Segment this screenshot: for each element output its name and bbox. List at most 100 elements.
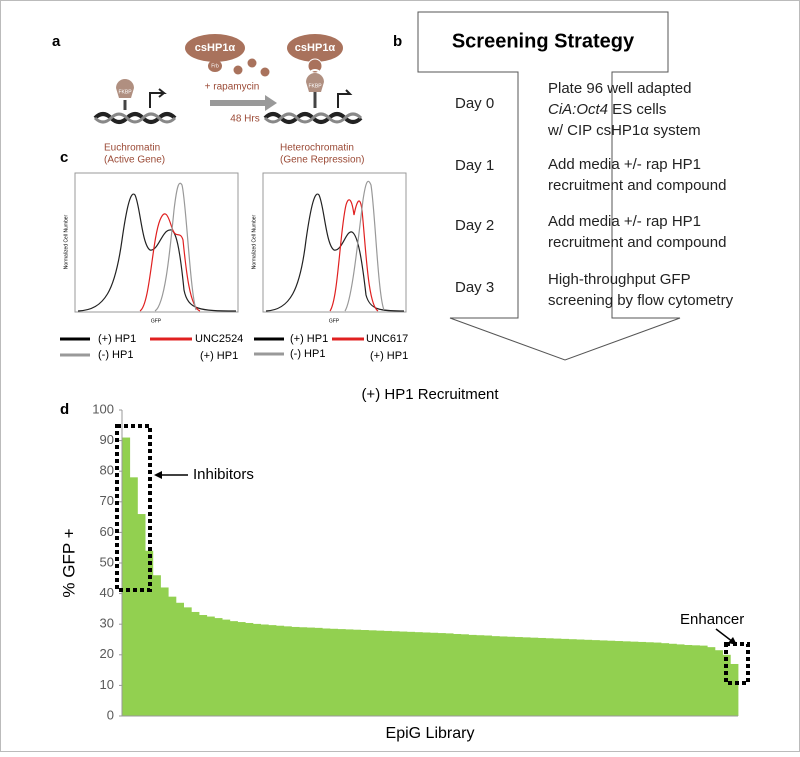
annotation: Enhancer [680,611,744,628]
frb [208,60,222,72]
bar [499,636,508,716]
step-text: w/ CIP csHP1α system [547,122,701,139]
panel-c: c Normalized Cell Number GFP Normalized … [60,149,408,362]
rapamycin [260,67,270,77]
x-axis-title: EpiG Library [386,725,475,742]
panel-label: d [60,401,69,418]
y-tick-label: 60 [100,524,114,539]
legend-label: (+) HP1 [370,350,408,362]
bar [260,624,269,716]
fkbp-shape [306,73,324,92]
legend-label: (-) HP1 [290,348,325,360]
legend-label: (+) HP1 [200,350,238,362]
bar [160,587,169,716]
bar [491,636,500,716]
legend-label: (-) HP1 [98,349,133,361]
annotation-arrowhead [154,471,162,479]
bar [222,619,231,716]
bar [468,634,477,716]
bar [668,643,677,716]
bar [252,623,261,716]
y-axis-label: Normalized Cell Number [63,214,69,269]
treatment: + rapamycin [205,82,260,93]
bar [322,628,331,716]
bar [237,622,246,716]
legend-label: (+) HP1 [290,333,328,345]
bar [730,663,739,716]
bar [653,642,662,716]
duration: 48 Hrs [230,114,259,125]
step-text: screening by flow cytometry [548,292,734,309]
panel-a: a FKBP Euchromatin (Active Gene) csHP1α … [52,33,364,166]
legend-label: (+) HP1 [98,333,136,345]
bar [630,641,639,716]
day: Day 2 [455,217,494,234]
y-tick-label: 40 [100,585,114,600]
bar [645,642,654,716]
annotation-arrow [715,628,734,643]
step-text: High-throughput GFP [548,271,691,288]
bar [414,632,423,716]
state-label: (Gene Repression) [280,155,364,166]
annotation-arrowhead [728,637,737,645]
bar [129,477,138,716]
y-tick-label: 20 [100,646,114,661]
bar [514,637,523,716]
bar [460,634,469,716]
histogram-curve [77,193,237,312]
step-text: ES cells [608,101,666,118]
bar [699,645,708,716]
bar [568,639,577,716]
bar [299,627,308,716]
frb-label: Frb [211,63,219,69]
bar [714,650,723,716]
bar [560,638,569,716]
bar [337,629,346,716]
bar [399,631,408,716]
bar [329,628,338,716]
panel-label: b [393,33,402,50]
bar [360,630,369,716]
step-text: recruitment and compound [548,177,726,194]
day: Day 3 [455,279,494,296]
highlight-box [115,424,152,592]
bar [214,618,223,716]
bar [199,615,208,716]
y-axis-label: Normalized Cell Number [251,214,257,269]
bar [122,437,131,716]
y-tick-label: 90 [100,432,114,447]
state-label: Euchromatin [104,143,160,154]
bar [383,630,392,716]
protein-label: csHP1α [195,42,236,54]
bar [245,622,254,716]
protein-label: csHP1α [295,42,336,54]
day: Day 1 [455,157,494,174]
bar [553,638,562,716]
bar [622,641,631,716]
step-text: recruitment and compound [548,234,726,251]
bar [353,629,362,716]
panel-d: d (+) HP1 Recruitment % GFP + EpiG Libra… [59,386,750,742]
bar [584,639,593,716]
histogram-curve [154,182,197,312]
bar [591,640,600,716]
x-axis-label: GFP [151,318,162,324]
histogram-curve [344,180,385,312]
panel-label: a [52,33,61,50]
bar [537,637,546,716]
step-text: Plate 96 well adapted [548,80,691,97]
bar [607,640,616,716]
dna [93,112,177,124]
bar [291,626,300,716]
histogram-frame [74,172,239,313]
y-tick-label: 50 [100,554,114,569]
arrow [210,95,277,111]
bar [691,645,700,716]
promoter-arrow [150,88,167,98]
bar [722,654,731,716]
day: Day 0 [455,95,494,112]
bar [306,627,315,716]
dna [93,112,177,124]
y-axis-title: % GFP + [59,528,78,597]
annotation: Inhibitors [193,466,254,483]
